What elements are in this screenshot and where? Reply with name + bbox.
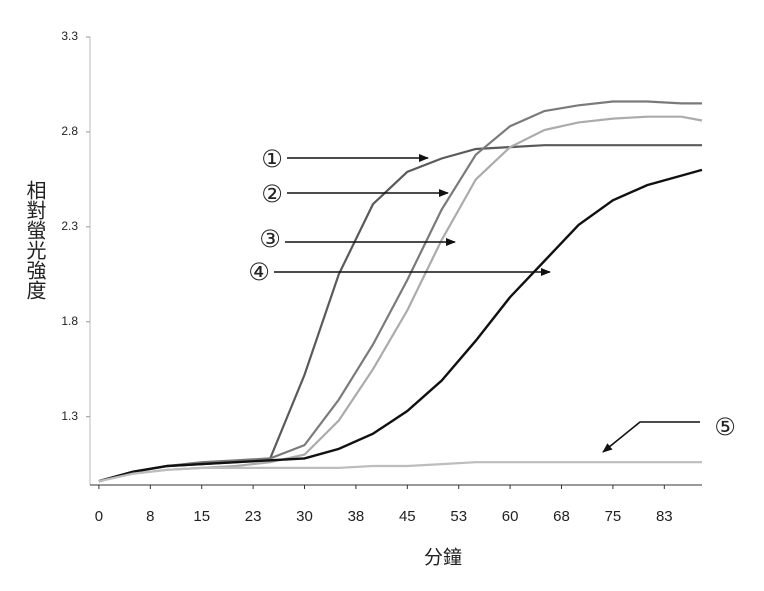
x-tick-label: 75 xyxy=(605,508,622,525)
series-line xyxy=(98,168,703,483)
y-tick-label: 2.8 xyxy=(61,124,78,138)
series-line xyxy=(98,461,702,483)
annotation-label: ② xyxy=(261,180,283,208)
x-tick-label: 83 xyxy=(656,508,673,525)
x-tick-label: 8 xyxy=(146,508,154,525)
series-line xyxy=(98,115,703,483)
x-tick-label: 53 xyxy=(450,508,467,525)
x-tick-label: 60 xyxy=(502,508,519,525)
annotation-arrow xyxy=(602,421,700,453)
x-tick-label: 23 xyxy=(245,508,262,525)
series-line xyxy=(98,144,702,483)
y-axis-label: 相對螢光強度 xyxy=(23,180,47,300)
x-tick-label: 15 xyxy=(193,508,210,525)
annotation-label: ③ xyxy=(259,225,281,253)
y-tick-label: 1.8 xyxy=(61,314,78,328)
y-tick-label: 3.3 xyxy=(61,29,78,43)
x-axis-label: 分鐘 xyxy=(424,547,462,569)
annotation-label: ④ xyxy=(248,258,270,286)
series-line xyxy=(98,100,702,483)
x-tick-label: 30 xyxy=(296,508,313,525)
x-tick-label: 68 xyxy=(553,508,570,525)
x-tick-label: 0 xyxy=(95,508,103,525)
annotation-label: ① xyxy=(261,145,283,173)
y-tick-label: 1.3 xyxy=(61,409,78,423)
x-tick-label: 38 xyxy=(348,508,365,525)
y-tick-label: 2.3 xyxy=(61,219,78,233)
annotation-label: ⑤ xyxy=(714,413,736,441)
x-tick-label: 45 xyxy=(399,508,416,525)
